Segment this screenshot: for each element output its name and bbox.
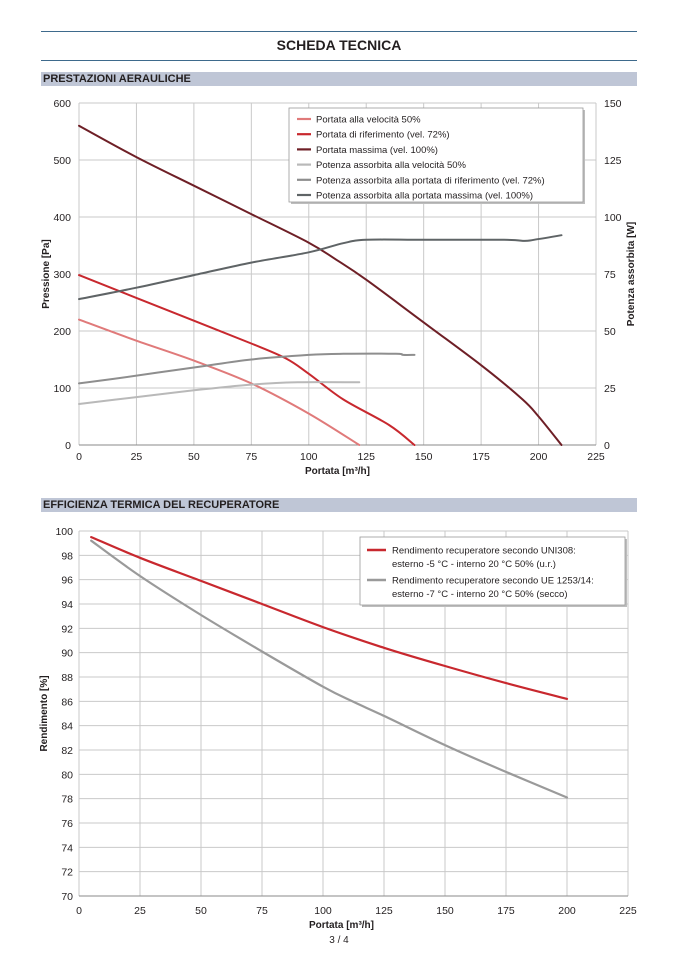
- y2-tick-label: 150: [604, 98, 622, 110]
- page-title: SCHEDA TECNICA: [276, 37, 402, 53]
- section-header-aerauliche: PRESTAZIONI AERAULICHE: [41, 72, 637, 86]
- chart-prestazioni-aerauliche: 0 25 50 75 100 125 150 175 200 225010020030040050…: [41, 98, 637, 477]
- y-tick-label: 70: [61, 891, 73, 903]
- legend-entry-line2: esterno -5 °C - interno 20 °C 50% (u.r.): [392, 559, 556, 570]
- y-tick-label: 96: [61, 575, 73, 587]
- x-tick-label: 25: [131, 451, 143, 463]
- y-tick-label: 86: [61, 696, 73, 708]
- y2-tick-label: 25: [604, 383, 616, 395]
- y-tick-label: 0: [65, 440, 71, 452]
- y-tick-label: 300: [53, 269, 71, 281]
- y-tick-label: 76: [61, 818, 73, 830]
- series-line-2: [78, 274, 416, 446]
- x-tick-label: 125: [357, 451, 375, 463]
- y2-tick-label: 50: [604, 326, 616, 338]
- legend-entry: Portata alla velocità 50%: [316, 115, 421, 126]
- section-header-efficienza: EFFICIENZA TERMICA DEL RECUPERATORE: [41, 498, 637, 512]
- series-line-3: [78, 124, 563, 446]
- x-tick-label: 75: [256, 905, 268, 917]
- x-tick-label: 100: [300, 451, 318, 463]
- y-tick-label: 600: [53, 98, 71, 110]
- x-axis-label: Portata [m³/h]: [305, 466, 370, 477]
- y-tick-label: 88: [61, 672, 73, 684]
- y2-axis-label: Potenza assorbita [W]: [626, 222, 637, 326]
- legend-entry: Portata massima (vel. 100%): [316, 145, 438, 156]
- y2-tick-label: 0: [604, 440, 610, 452]
- page-number: 3 / 4: [329, 935, 349, 946]
- x-tick-label: 50: [195, 905, 207, 917]
- y-tick-label: 84: [61, 721, 73, 733]
- x-tick-label: 150: [436, 905, 454, 917]
- y-axis-label: Rendimento [%]: [39, 675, 50, 751]
- x-tick-label: 125: [375, 905, 393, 917]
- y-tick-label: 100: [55, 526, 73, 538]
- x-tick-label: 150: [415, 451, 433, 463]
- y-tick-label: 78: [61, 794, 73, 806]
- y-tick-label: 98: [61, 550, 73, 562]
- legend-entry: Rendimento recuperatore secondo UNI308:: [392, 546, 576, 557]
- x-axis-label: Portata [m³/h]: [309, 920, 374, 931]
- series-line-1: [78, 318, 361, 446]
- y-axis-label: Pressione [Pa]: [41, 239, 52, 308]
- y2-tick-label: 75: [604, 269, 616, 281]
- y-tick-label: 94: [61, 599, 73, 611]
- y-tick-label: 200: [53, 326, 71, 338]
- header-bottom-rule: [41, 60, 637, 61]
- x-tick-label: 75: [245, 451, 257, 463]
- x-tick-label: 50: [188, 451, 200, 463]
- legend-box: [288, 107, 584, 203]
- y-tick-label: 90: [61, 648, 73, 660]
- series-line-4: [78, 381, 361, 405]
- y-tick-label: 82: [61, 745, 73, 757]
- x-tick-label: 200: [530, 451, 548, 463]
- x-tick-label: 25: [134, 905, 146, 917]
- legend-entry: Rendimento recuperatore secondo UE 1253/…: [392, 576, 594, 587]
- series-line-5: [78, 352, 416, 385]
- y-tick-label: 74: [61, 842, 73, 854]
- legend-box: [359, 536, 626, 606]
- legend-entry: Potenza assorbita alla portata massima (…: [316, 191, 533, 202]
- y-tick-label: 100: [53, 383, 71, 395]
- x-tick-label: 225: [587, 451, 605, 463]
- y-tick-label: 80: [61, 769, 73, 781]
- y-tick-label: 92: [61, 623, 73, 635]
- y2-tick-label: 125: [604, 155, 622, 167]
- x-tick-label: 175: [497, 905, 515, 917]
- legend-entry: Portata di riferimento (vel. 72%): [316, 130, 450, 141]
- y-tick-label: 500: [53, 155, 71, 167]
- y2-tick-label: 100: [604, 212, 622, 224]
- x-tick-label: 175: [472, 451, 490, 463]
- x-tick-label: 100: [314, 905, 332, 917]
- x-tick-label: 0: [76, 905, 82, 917]
- series-line-1: [90, 536, 569, 700]
- x-tick-label: 200: [558, 905, 576, 917]
- legend-entry: Potenza assorbita alla portata di riferi…: [316, 175, 545, 186]
- x-tick-label: 225: [619, 905, 637, 917]
- series-line-2: [90, 539, 569, 799]
- x-tick-label: 0: [76, 451, 82, 463]
- header-top-rule: [41, 31, 637, 32]
- legend-entry: Potenza assorbita alla velocità 50%: [316, 160, 467, 171]
- y-tick-label: 400: [53, 212, 71, 224]
- y-tick-label: 72: [61, 867, 73, 879]
- legend-entry-line2: esterno -7 °C - interno 20 °C 50% (secco…: [392, 589, 568, 600]
- series-line-6: [78, 234, 563, 301]
